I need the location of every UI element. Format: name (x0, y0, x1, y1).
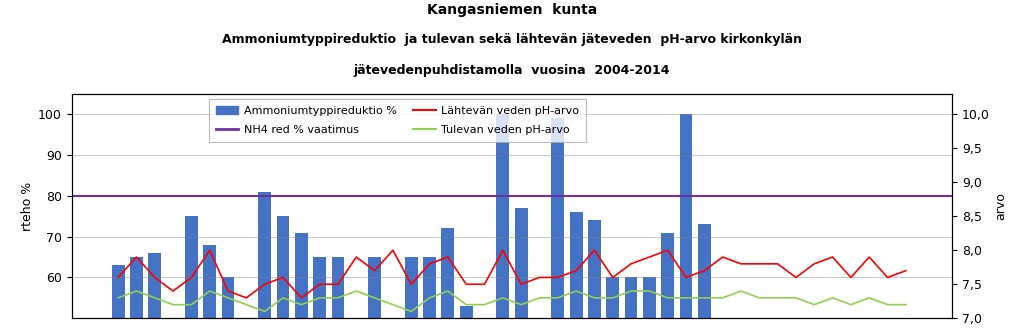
Text: Kangasniemen  kunta: Kangasniemen kunta (427, 3, 597, 17)
Bar (221, 277, 234, 335)
Text: jätevedenpuhdistamolla  vuosina  2004-2014: jätevedenpuhdistamolla vuosina 2004-2014 (353, 64, 671, 77)
Bar (551, 118, 564, 335)
Bar (258, 192, 271, 335)
Bar (276, 216, 290, 335)
Bar (662, 232, 674, 335)
Bar (185, 216, 198, 335)
Bar (332, 257, 344, 335)
Bar (112, 265, 125, 335)
Bar (204, 245, 216, 335)
Text: Ammoniumtyppireduktio  ja tulevan sekä lähtevän jäteveden  pH-arvo kirkonkylän: Ammoniumtyppireduktio ja tulevan sekä lä… (222, 34, 802, 47)
Bar (295, 232, 308, 335)
Bar (130, 257, 143, 335)
Bar (625, 277, 638, 335)
Bar (588, 220, 601, 335)
Bar (148, 253, 161, 335)
Bar (423, 257, 436, 335)
Bar (313, 257, 326, 335)
Legend: Ammoniumtyppireduktio %, NH4 red % vaatimus, Lähtevän veden pH-arvo, Tulevan ved: Ammoniumtyppireduktio %, NH4 red % vaati… (209, 99, 586, 142)
Bar (698, 224, 711, 335)
Bar (460, 306, 473, 335)
Bar (606, 277, 620, 335)
Bar (515, 208, 527, 335)
Bar (680, 114, 692, 335)
Bar (497, 114, 509, 335)
Bar (369, 257, 381, 335)
Bar (441, 228, 455, 335)
Bar (643, 277, 655, 335)
Bar (404, 257, 418, 335)
Y-axis label: rteho %: rteho % (20, 181, 34, 231)
Bar (569, 212, 583, 335)
Y-axis label: arvo: arvo (994, 192, 1007, 220)
